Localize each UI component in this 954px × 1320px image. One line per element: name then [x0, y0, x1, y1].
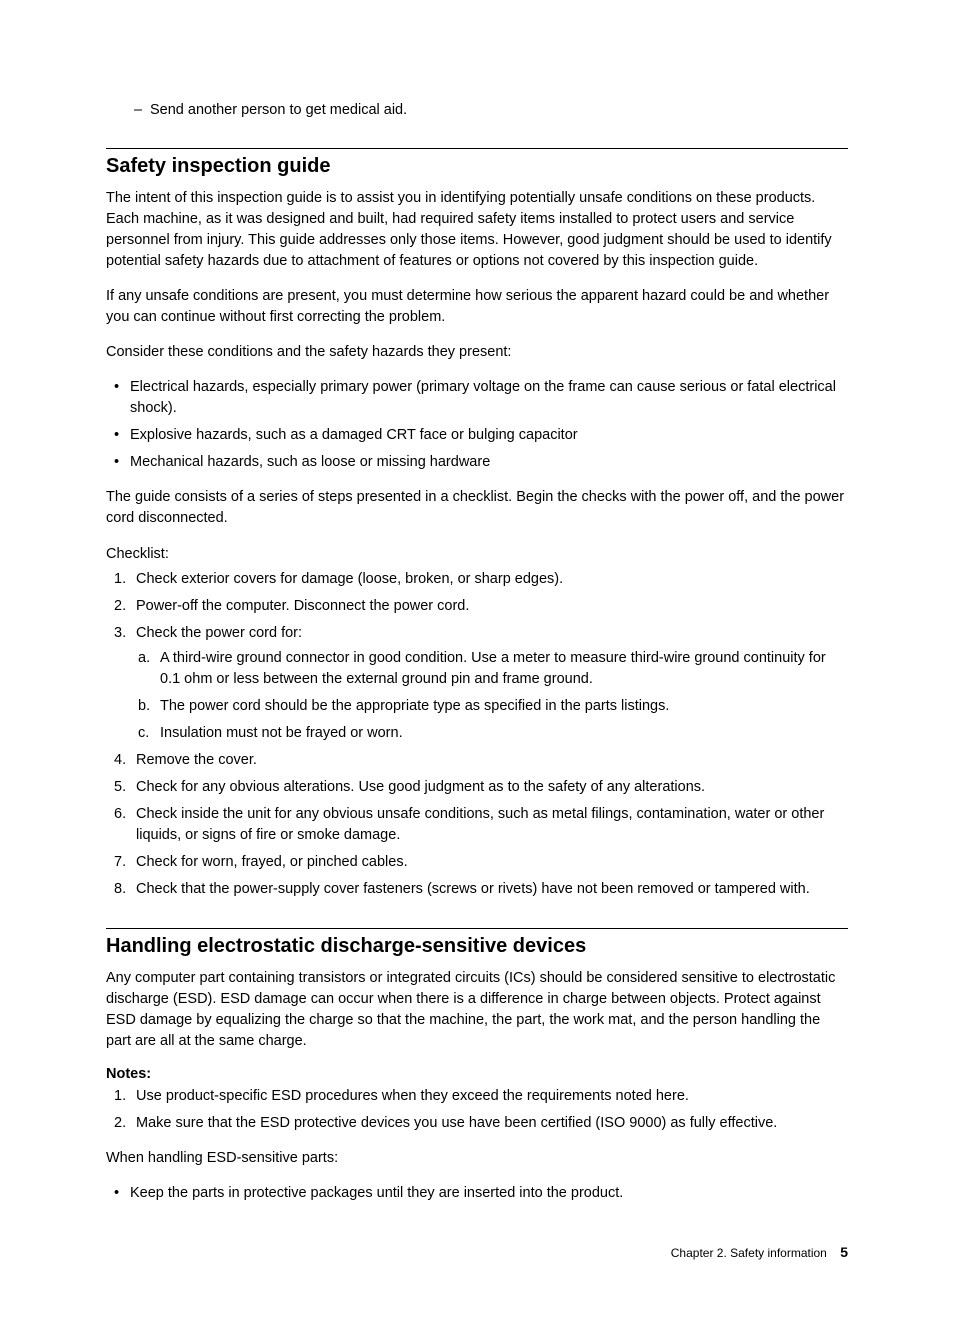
footer-chapter: Chapter 2. Safety information [671, 1246, 827, 1260]
list-item: A third-wire ground connector in good co… [136, 648, 848, 690]
section-heading-safety-inspection: Safety inspection guide [106, 155, 848, 178]
paragraph: The guide consists of a series of steps … [106, 487, 848, 529]
list-item: Keep the parts in protective packages un… [106, 1183, 848, 1204]
hazards-list: Electrical hazards, especially primary p… [106, 377, 848, 473]
list-item: Make sure that the ESD protective device… [106, 1113, 848, 1134]
list-item: Electrical hazards, especially primary p… [106, 377, 848, 419]
list-item: The power cord should be the appropriate… [136, 696, 848, 717]
list-item: Power-off the computer. Disconnect the p… [106, 596, 848, 617]
paragraph: If any unsafe conditions are present, yo… [106, 286, 848, 328]
list-item-text: Check the power cord for: [136, 625, 302, 641]
dash-marker: – [134, 100, 150, 120]
list-item: Explosive hazards, such as a damaged CRT… [106, 425, 848, 446]
paragraph: Any computer part containing transistors… [106, 968, 848, 1052]
list-item: Mechanical hazards, such as loose or mis… [106, 452, 848, 473]
sub-checklist: A third-wire ground connector in good co… [136, 648, 848, 744]
section-heading-esd: Handling electrostatic discharge-sensiti… [106, 935, 848, 958]
document-page: –Send another person to get medical aid.… [0, 0, 954, 1320]
esd-bullets: Keep the parts in protective packages un… [106, 1183, 848, 1204]
notes-label: Notes: [106, 1066, 848, 1082]
list-item: Check the power cord for: A third-wire g… [106, 623, 848, 744]
notes-list: Use product-specific ESD procedures when… [106, 1086, 848, 1134]
paragraph: Consider these conditions and the safety… [106, 342, 848, 363]
list-item: Check for worn, frayed, or pinched cable… [106, 852, 848, 873]
continuation-text: Send another person to get medical aid. [150, 102, 407, 118]
list-item: Use product-specific ESD procedures when… [106, 1086, 848, 1107]
page-footer: Chapter 2. Safety information 5 [106, 1244, 848, 1260]
list-item: Remove the cover. [106, 750, 848, 771]
list-item: Check that the power-supply cover fasten… [106, 879, 848, 900]
checklist: Check exterior covers for damage (loose,… [106, 569, 848, 900]
list-item: Check inside the unit for any obvious un… [106, 804, 848, 846]
checklist-label: Checklist: [106, 544, 848, 565]
section-divider [106, 148, 848, 149]
list-item: Insulation must not be frayed or worn. [136, 723, 848, 744]
section-divider [106, 928, 848, 929]
list-item: Check for any obvious alterations. Use g… [106, 777, 848, 798]
list-item: Check exterior covers for damage (loose,… [106, 569, 848, 590]
continuation-list-item: –Send another person to get medical aid. [150, 100, 848, 120]
paragraph: The intent of this inspection guide is t… [106, 188, 848, 272]
footer-page-number: 5 [840, 1244, 848, 1260]
paragraph: When handling ESD-sensitive parts: [106, 1148, 848, 1169]
